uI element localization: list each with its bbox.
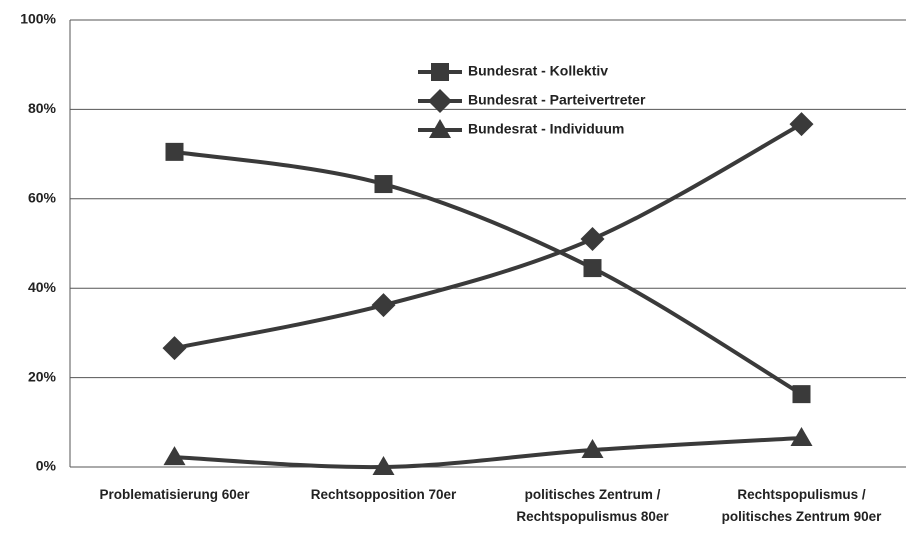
data-point: [371, 293, 396, 318]
data-point: [162, 336, 187, 361]
y-tick-label: 20%: [28, 368, 57, 384]
series-line: [174, 122, 803, 351]
y-tick-label: 100%: [20, 11, 56, 27]
x-tick-label: Rechtspopulismus / politisches Zentrum 9…: [721, 487, 882, 524]
legend-label: Bundesrat - Parteivertreter: [468, 92, 646, 108]
data-point: [372, 456, 395, 475]
legend-marker: [431, 63, 449, 81]
legend-label: Bundesrat - Individuum: [468, 121, 624, 137]
data-point: [163, 446, 186, 466]
y-tick-label: 60%: [28, 190, 57, 206]
data-point: [581, 439, 604, 459]
data-point: [374, 175, 393, 194]
y-tick-label: 80%: [28, 100, 57, 116]
legend-label: Bundesrat - Kollektiv: [468, 63, 608, 79]
series-line: [174, 435, 802, 470]
legend-marker: [429, 119, 451, 138]
legend-marker: [428, 89, 452, 113]
y-tick-label: 40%: [28, 279, 57, 295]
data-point: [165, 142, 184, 161]
y-tick-label: 0%: [36, 458, 57, 474]
x-tick-label: Rechtsopposition 70er: [310, 487, 457, 502]
x-tick-label: Problematisierung 60er: [99, 487, 250, 502]
data-point: [789, 112, 814, 137]
series-line: [174, 149, 803, 396]
data-point: [790, 426, 813, 446]
x-tick-label: politisches Zentrum / Rechtspopulismus 8…: [516, 487, 669, 524]
data-point: [792, 385, 811, 404]
data-point: [580, 227, 605, 252]
data-point: [583, 259, 602, 278]
